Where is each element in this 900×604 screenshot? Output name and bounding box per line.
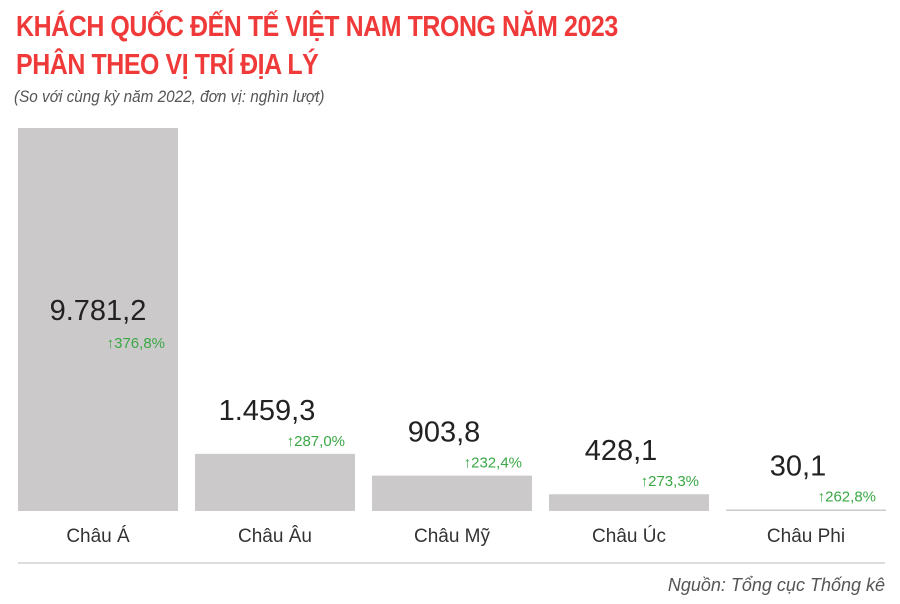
arrow-up-icon: ↑ bbox=[818, 489, 826, 506]
arrow-up-icon: ↑ bbox=[287, 433, 295, 450]
growth-value: 273,3% bbox=[648, 473, 699, 490]
category-label: Châu Phi bbox=[767, 526, 845, 547]
bar bbox=[195, 453, 355, 511]
growth-label: ↑287,0% bbox=[287, 433, 345, 450]
growth-value: 232,4% bbox=[471, 455, 522, 472]
growth-value: 376,8% bbox=[114, 335, 165, 352]
title-line-2: PHÂN THEO VỊ TRÍ ĐỊA LÝ bbox=[16, 49, 319, 81]
growth-value: 287,0% bbox=[294, 433, 345, 450]
bar bbox=[372, 475, 532, 511]
bar bbox=[18, 128, 178, 511]
value-label: 30,1 bbox=[770, 451, 826, 483]
category-label: Châu Mỹ bbox=[414, 526, 491, 547]
growth-label: ↑376,8% bbox=[107, 335, 165, 352]
growth-value: 262,8% bbox=[825, 489, 876, 506]
value-label: 9.781,2 bbox=[50, 295, 147, 327]
arrow-up-icon: ↑ bbox=[641, 473, 649, 490]
growth-label: ↑273,3% bbox=[641, 473, 699, 490]
arrow-up-icon: ↑ bbox=[107, 335, 115, 352]
growth-label: ↑232,4% bbox=[464, 455, 522, 472]
bar bbox=[726, 509, 886, 511]
value-label: 903,8 bbox=[408, 417, 481, 449]
category-label: Châu Á bbox=[66, 526, 130, 547]
divider bbox=[18, 562, 885, 564]
value-label: 428,1 bbox=[585, 435, 658, 467]
title-line-1: KHÁCH QUỐC ĐẾN TẾ VIỆT NAM TRONG NĂM 202… bbox=[16, 11, 618, 43]
subtitle: (So với cùng kỳ năm 2022, đơn vị: nghìn … bbox=[14, 87, 325, 106]
value-label: 1.459,3 bbox=[219, 395, 316, 427]
bar bbox=[549, 494, 709, 511]
category-label: Châu Âu bbox=[238, 525, 312, 547]
source-note: Nguồn: Tổng cục Thống kê bbox=[667, 575, 885, 595]
arrow-up-icon: ↑ bbox=[464, 455, 472, 472]
growth-label: ↑262,8% bbox=[818, 489, 876, 506]
category-label: Châu Úc bbox=[592, 525, 666, 547]
